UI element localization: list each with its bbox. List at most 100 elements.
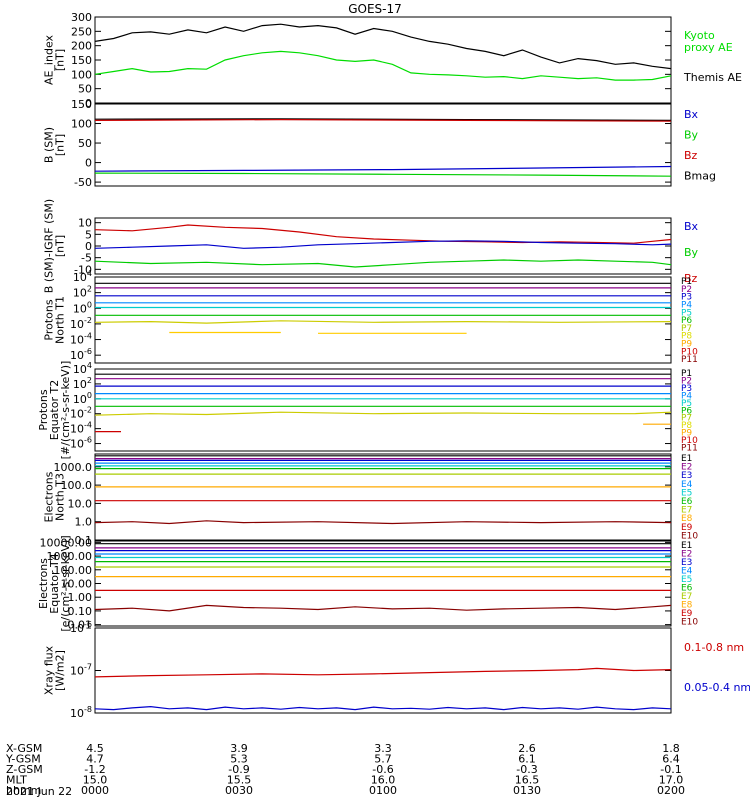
x-tick-value: -1.2 (84, 763, 105, 776)
legend-entry: P6 (681, 406, 692, 416)
x-tick-value: 15.5 (227, 774, 252, 787)
panel-frame (94, 276, 672, 364)
y-axis-label: [nT] (54, 235, 67, 257)
y-tick-label: 10 (78, 217, 92, 230)
y-tick-label: 10-6 (70, 347, 92, 362)
legend-entry: P1 (681, 277, 692, 287)
x-tick-value: 3.9 (230, 742, 248, 755)
legend-entry: P5 (681, 399, 692, 409)
y-axis-label: Xray flux (43, 645, 56, 695)
y-tick-label: 100 (71, 68, 92, 81)
legend-entry: E10 (681, 531, 698, 541)
y-axis-label: Protons (43, 299, 56, 340)
x-tick-value: 5.7 (374, 753, 392, 766)
y-tick-label: 100.00 (54, 564, 93, 577)
panel-frame (94, 453, 672, 541)
y-tick-label: -5 (81, 252, 92, 265)
x-tick-value: -0.6 (372, 763, 393, 776)
legend-entry: E8 (681, 514, 693, 524)
legend-entry: E3 (681, 471, 692, 481)
legend-entry: P4 (681, 391, 692, 401)
y-axis-label: B (SM) (43, 127, 56, 163)
x-row-label: Y-GSM (5, 753, 41, 766)
legend-entry: E2 (681, 550, 692, 560)
legend-entry: 0.1-0.8 nm (684, 641, 744, 654)
y-tick-label: 300 (71, 11, 92, 24)
y-axis-label: [nT] (54, 49, 67, 71)
y-tick-label: 104 (73, 269, 92, 284)
panel-frame (94, 627, 672, 714)
y-tick-label: 0 (85, 240, 92, 253)
y-axis-label: Protons (37, 389, 50, 430)
legend-entry: E1 (681, 454, 692, 464)
x-tick-value: 0200 (657, 784, 685, 797)
y-tick-label: 10.0 (68, 497, 93, 510)
legend-entry: E4 (681, 480, 693, 490)
legend-entry: E3 (681, 558, 692, 568)
y-tick-label: 0.01 (68, 619, 93, 632)
y-tick-label: 1000.0 (54, 461, 93, 474)
plot-title: GOES-17 (348, 2, 402, 16)
x-tick-value: 0100 (369, 784, 397, 797)
y-tick-label: 10-7 (70, 663, 92, 678)
panel-ae: 300250200150100500AE_index[nT]Kyotoproxy… (43, 11, 742, 110)
series-line (94, 118, 672, 122)
y-tick-label: 100 (73, 300, 92, 315)
panels: 300250200150100500AE_index[nT]Kyotoproxy… (37, 11, 750, 720)
y-tick-label: 0 (85, 97, 92, 110)
x-row-label: Z-GSM (6, 763, 43, 776)
legend-entry: P1 (681, 369, 692, 379)
legend-entry: E10 (681, 618, 698, 628)
legend-entry: E5 (681, 575, 692, 585)
x-tick-value: 16.5 (515, 774, 540, 787)
x-tick-value: -0.9 (228, 763, 249, 776)
y-tick-label: 50 (78, 83, 92, 96)
legend-entry: E8 (681, 601, 693, 611)
x-row-label: X-GSM (6, 742, 42, 755)
series-line (94, 50, 672, 81)
x-tick-value: 0030 (225, 784, 253, 797)
y-tick-label: -10 (74, 263, 92, 276)
legend-entry: P8 (681, 421, 692, 431)
legend-entry: Bx (684, 108, 699, 121)
series-line (94, 240, 672, 249)
x-tick-value: 0130 (513, 784, 541, 797)
series-line (94, 520, 672, 525)
y-tick-label: 10-4 (70, 332, 92, 347)
legend-entry: E5 (681, 488, 692, 498)
legend-entry: P9 (681, 429, 692, 439)
x-tick-value: 6.4 (662, 753, 680, 766)
series-line (94, 118, 672, 121)
series-line (94, 604, 672, 612)
x-tick-value: 4.7 (86, 753, 104, 766)
y-tick-label: 5 (85, 228, 92, 241)
legend-entry: E9 (681, 523, 693, 533)
y-tick-label: 10-4 (70, 421, 92, 436)
legend-entry: P3 (681, 293, 692, 303)
legend-entry: proxy AE (684, 41, 733, 54)
y-axis-label: Equator T2 (48, 380, 61, 440)
x-tick-value: 3.3 (374, 742, 392, 755)
y-tick-label: 10-2 (70, 316, 92, 331)
y-tick-label: 150 (71, 54, 92, 67)
x-tick-value: 17.0 (659, 774, 684, 787)
legend-entry: E6 (681, 497, 693, 507)
y-tick-label: 1000.00 (47, 550, 93, 563)
x-tick-value: 0000 (81, 784, 109, 797)
y-tick-label: 100 (73, 391, 92, 406)
x-tick-value: -0.3 (516, 763, 537, 776)
y-tick-label: 0.1 (75, 534, 93, 547)
legend-entry: E4 (681, 567, 693, 577)
x-tick-value: 6.1 (518, 753, 536, 766)
x-tick-value: 15.0 (83, 774, 108, 787)
legend-entry: E6 (681, 584, 693, 594)
x-row-label: MLT (6, 774, 27, 787)
y-tick-label: 10-2 (70, 406, 92, 421)
legend-entry: By (684, 246, 699, 259)
legend-entry: Bz (684, 272, 698, 285)
legend-entry: P9 (681, 340, 692, 350)
legend-entry: E1 (681, 541, 692, 551)
